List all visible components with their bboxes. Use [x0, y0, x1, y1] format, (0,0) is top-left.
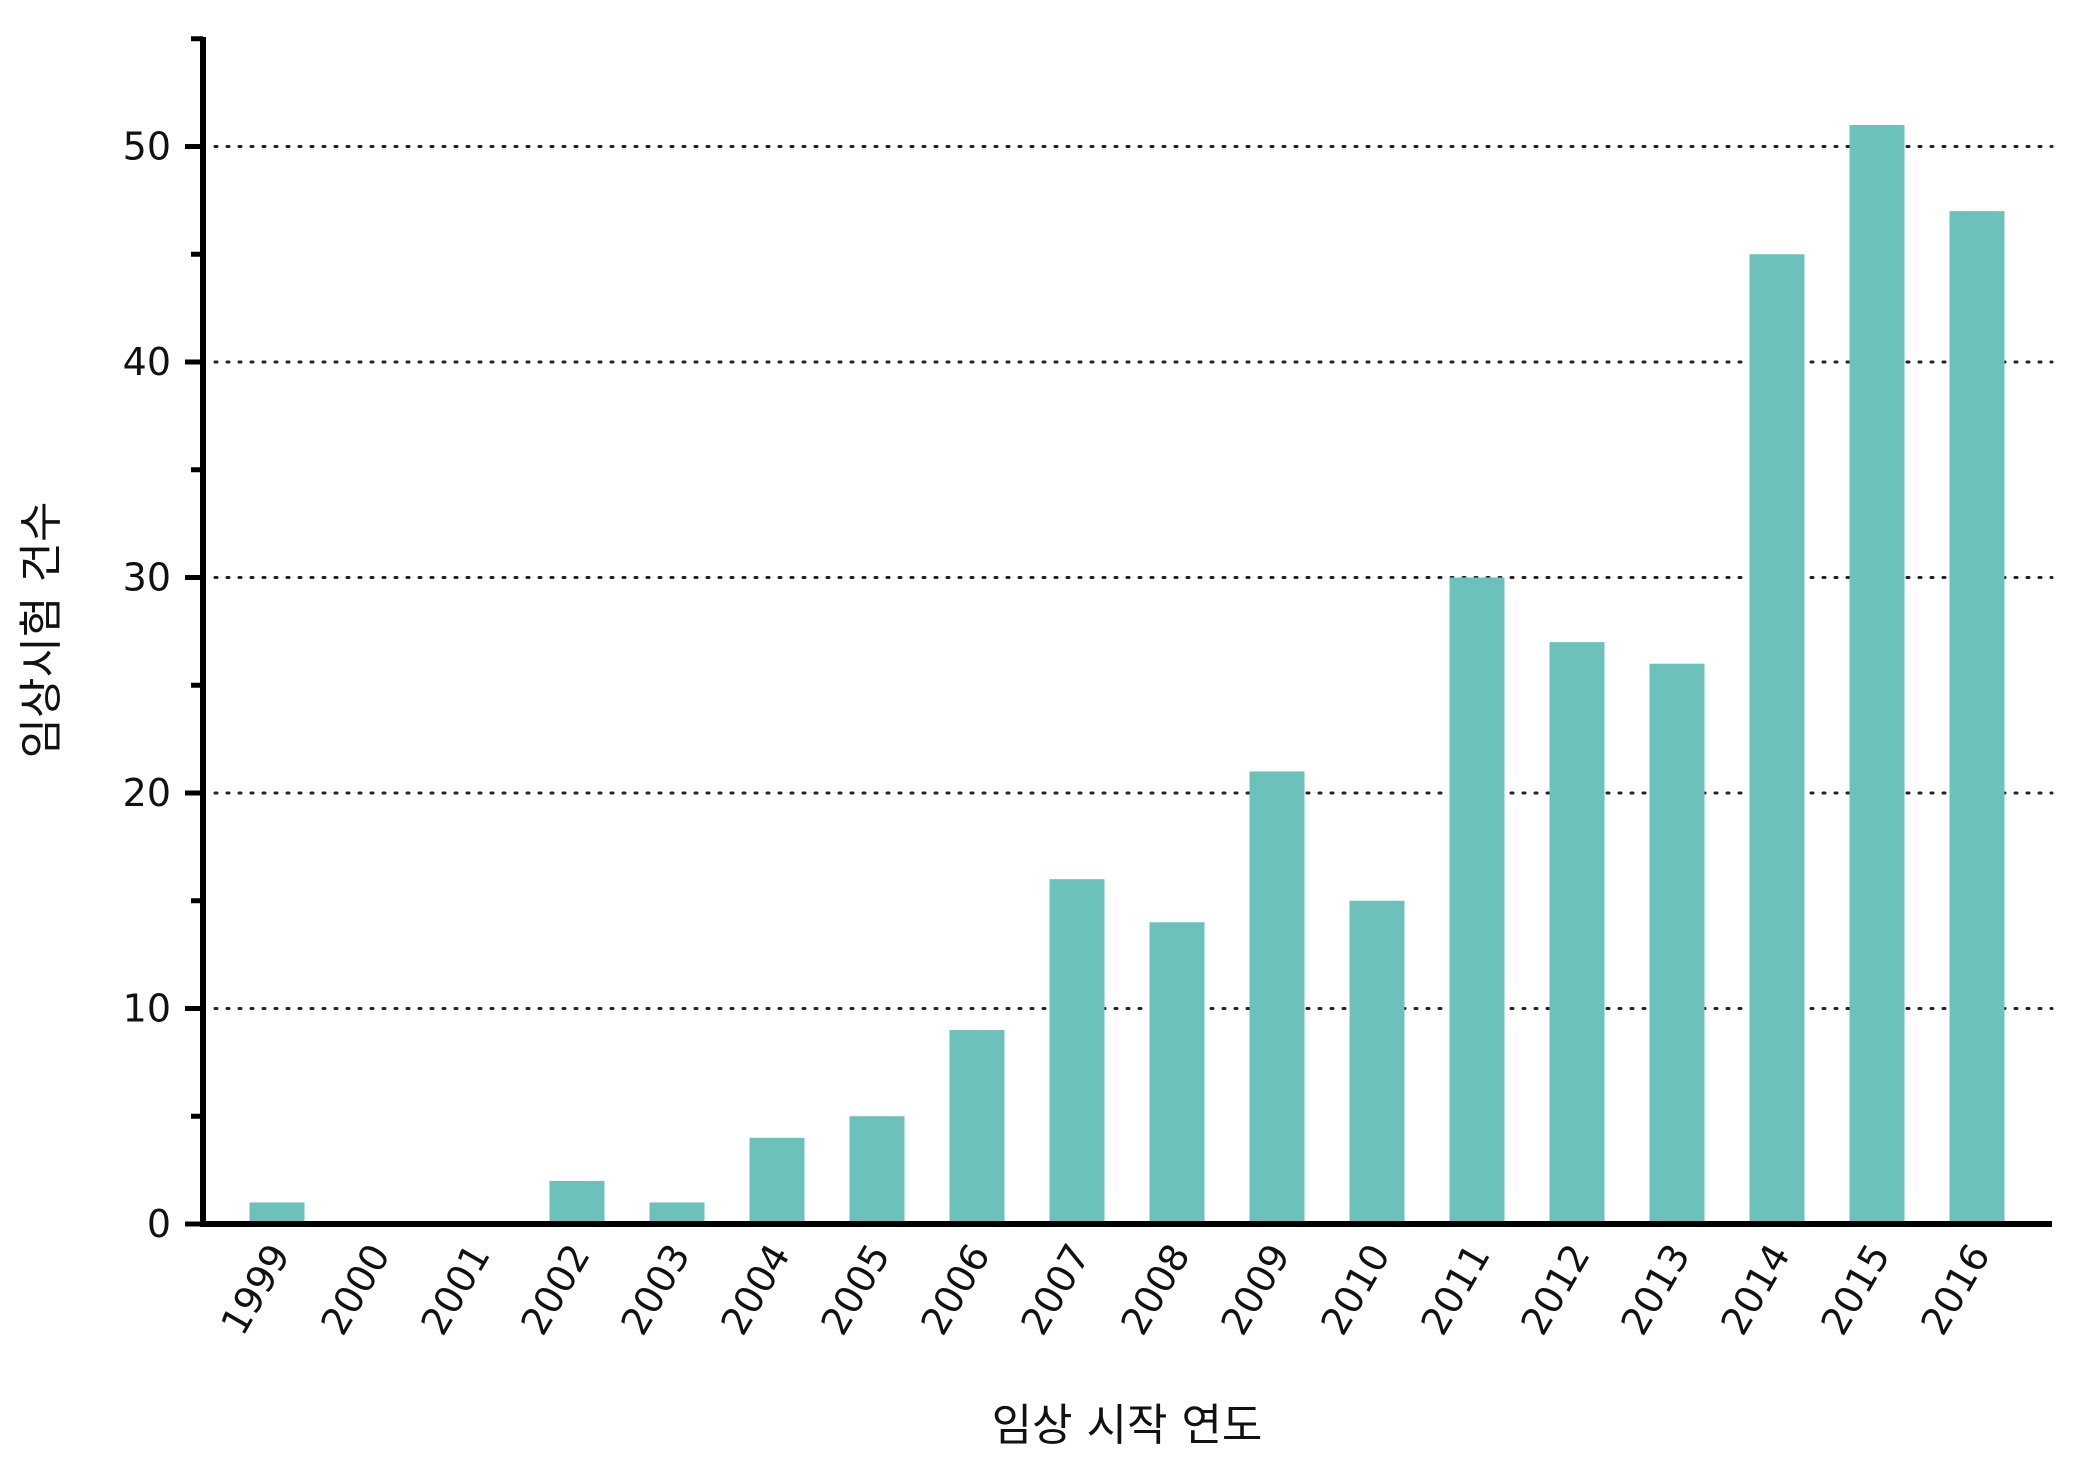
x-tick-label-2003: 2003	[612, 1237, 698, 1343]
bar-2005	[849, 1116, 905, 1224]
bar-1999	[249, 1202, 305, 1224]
x-tick-label-2016: 2016	[1912, 1237, 1998, 1343]
x-tick-label-2007: 2007	[1012, 1237, 1098, 1343]
x-tick-label-2014: 2014	[1712, 1237, 1798, 1343]
bar-2014	[1749, 254, 1805, 1224]
x-tick-label-2002: 2002	[512, 1237, 598, 1343]
bar-2004	[749, 1137, 805, 1224]
x-tick-label-2000: 2000	[312, 1237, 398, 1343]
bar-2015	[1849, 124, 1905, 1225]
bar-2016	[1949, 211, 2005, 1224]
bar-2010	[1349, 900, 1405, 1224]
x-tick-label-1999: 1999	[212, 1237, 298, 1343]
x-tick-label-2001: 2001	[412, 1237, 498, 1343]
x-tick-label-2004: 2004	[712, 1237, 798, 1343]
bar-2013	[1649, 663, 1705, 1224]
x-tick-label-2009: 2009	[1212, 1237, 1298, 1343]
y-tick-label-50: 50	[123, 125, 171, 169]
x-tick-label-2008: 2008	[1112, 1237, 1198, 1343]
x-tick-label-2005: 2005	[812, 1237, 898, 1343]
y-tick-label-20: 20	[123, 771, 171, 815]
axes	[185, 36, 2052, 1227]
x-tick-label-2015: 2015	[1812, 1237, 1898, 1343]
bar-2002	[549, 1180, 605, 1224]
y-tick-label-40: 40	[123, 340, 171, 384]
bar-2006	[949, 1030, 1005, 1224]
x-tick-label-2006: 2006	[912, 1237, 998, 1343]
bars	[249, 124, 2005, 1225]
x-tick-label-2013: 2013	[1612, 1237, 1698, 1343]
bar-2008	[1149, 922, 1205, 1224]
x-tick-label-2010: 2010	[1312, 1237, 1398, 1343]
y-tick-labels: 0 10 20 30 40 50	[123, 125, 171, 1247]
x-axis-title: 임상 시작 연도	[992, 1400, 1263, 1451]
x-tick-label-2012: 2012	[1512, 1237, 1598, 1343]
y-axis-title: 임상시험 건수	[16, 502, 67, 759]
x-tick-label-2011: 2011	[1412, 1237, 1498, 1343]
y-tick-label-10: 10	[123, 987, 171, 1031]
bar-2009	[1249, 771, 1305, 1224]
y-tick-label-30: 30	[123, 556, 171, 600]
bar-2011	[1449, 577, 1505, 1224]
x-tick-labels: 1999 2000 2001 2002 2003 2004 2005 2006 2007 2008…	[212, 1237, 1998, 1343]
bar-2007	[1049, 879, 1105, 1224]
y-tick-label-0: 0	[147, 1202, 171, 1246]
bar-2012	[1549, 642, 1605, 1224]
bar-2003	[649, 1202, 705, 1224]
